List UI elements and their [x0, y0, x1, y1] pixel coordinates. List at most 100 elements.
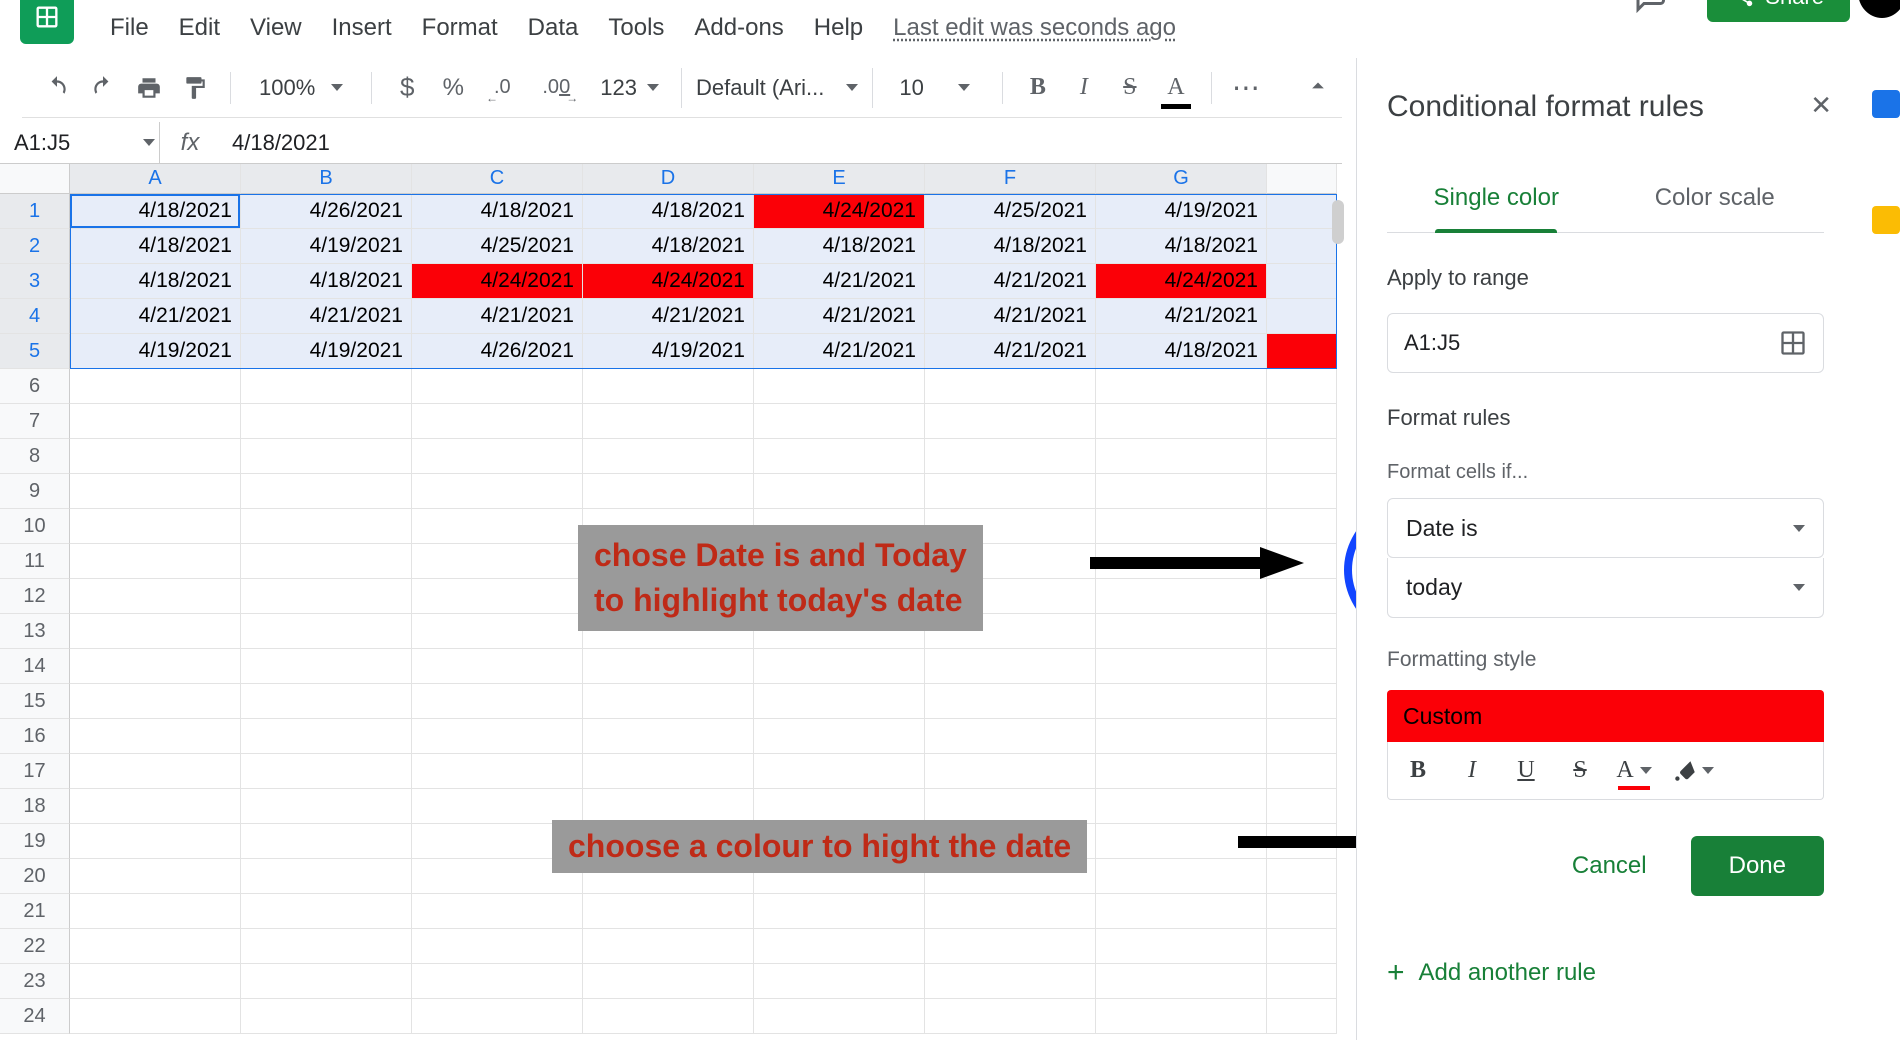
cancel-button[interactable]: Cancel [1552, 838, 1667, 894]
row-header[interactable]: 23 [0, 964, 70, 999]
row-header[interactable]: 17 [0, 754, 70, 789]
menu-addons[interactable]: Add-ons [694, 14, 783, 42]
cell[interactable] [1267, 999, 1337, 1034]
menu-format[interactable]: Format [422, 14, 498, 42]
cell[interactable]: 4/25/2021 [412, 229, 583, 264]
cell[interactable] [583, 649, 754, 684]
row-header[interactable]: 11 [0, 544, 70, 579]
cell[interactable] [70, 789, 241, 824]
col-header[interactable]: E [754, 164, 925, 194]
cell[interactable] [583, 754, 754, 789]
menu-tools[interactable]: Tools [608, 14, 664, 42]
addon-icon-keep[interactable] [1872, 206, 1900, 234]
col-header[interactable]: G [1096, 164, 1267, 194]
cell[interactable] [583, 369, 754, 404]
cell[interactable] [1096, 579, 1267, 614]
menu-help[interactable]: Help [814, 14, 863, 42]
style-strike[interactable]: S [1564, 755, 1596, 787]
cell[interactable] [241, 544, 412, 579]
cell[interactable] [754, 404, 925, 439]
cell[interactable]: 4/24/2021 [754, 194, 925, 229]
cell[interactable] [412, 929, 583, 964]
cell[interactable] [70, 859, 241, 894]
cell[interactable] [1267, 229, 1337, 264]
cell[interactable] [412, 789, 583, 824]
cell[interactable] [1267, 509, 1337, 544]
cell[interactable] [925, 719, 1096, 754]
select-all-corner[interactable] [0, 164, 70, 194]
cell[interactable]: 4/18/2021 [70, 229, 241, 264]
cell[interactable]: 4/18/2021 [70, 194, 241, 229]
cell[interactable]: 4/19/2021 [241, 229, 412, 264]
cell[interactable] [70, 579, 241, 614]
cell[interactable] [583, 964, 754, 999]
col-header[interactable]: C [412, 164, 583, 194]
last-edit-link[interactable]: Last edit was seconds ago [893, 14, 1176, 42]
cell[interactable] [754, 474, 925, 509]
cell[interactable] [241, 929, 412, 964]
cell[interactable] [1267, 789, 1337, 824]
cell[interactable] [1096, 474, 1267, 509]
row-header[interactable]: 14 [0, 649, 70, 684]
cell[interactable] [583, 929, 754, 964]
row-header[interactable]: 12 [0, 579, 70, 614]
cell[interactable] [1267, 964, 1337, 999]
addon-icon-calendar[interactable] [1872, 90, 1900, 118]
cell[interactable] [1096, 649, 1267, 684]
cell[interactable]: 4/21/2021 [241, 299, 412, 334]
cell[interactable] [925, 649, 1096, 684]
cell[interactable] [925, 964, 1096, 999]
done-button[interactable]: Done [1691, 836, 1824, 896]
style-fill-color[interactable] [1672, 758, 1714, 784]
tab-single-color[interactable]: Single color [1387, 164, 1606, 232]
cell[interactable] [1267, 369, 1337, 404]
menu-view[interactable]: View [250, 14, 302, 42]
cell[interactable]: 4/21/2021 [583, 299, 754, 334]
cell[interactable] [754, 964, 925, 999]
cell[interactable] [70, 824, 241, 859]
cell[interactable] [70, 999, 241, 1034]
style-text-color[interactable]: A [1618, 755, 1650, 787]
cell[interactable] [70, 614, 241, 649]
cell[interactable]: 4/18/2021 [583, 229, 754, 264]
cell[interactable] [241, 614, 412, 649]
cell[interactable] [1267, 474, 1337, 509]
cell[interactable] [1267, 334, 1337, 369]
cell[interactable] [70, 754, 241, 789]
cell[interactable] [70, 369, 241, 404]
cell[interactable] [241, 509, 412, 544]
cell[interactable] [583, 719, 754, 754]
cell[interactable]: 4/18/2021 [754, 229, 925, 264]
row-header[interactable]: 5 [0, 334, 70, 369]
cell[interactable]: 4/24/2021 [1096, 264, 1267, 299]
cell[interactable] [754, 789, 925, 824]
row-header[interactable]: 1 [0, 194, 70, 229]
col-header[interactable]: F [925, 164, 1096, 194]
cell[interactable] [1096, 754, 1267, 789]
cell[interactable] [412, 719, 583, 754]
cell[interactable]: 4/26/2021 [241, 194, 412, 229]
italic-button[interactable]: I [1067, 71, 1101, 105]
col-header[interactable] [1267, 164, 1337, 194]
cell[interactable]: 4/21/2021 [412, 299, 583, 334]
cell[interactable] [70, 964, 241, 999]
cell[interactable] [1267, 719, 1337, 754]
cell[interactable] [70, 509, 241, 544]
cell[interactable]: 4/18/2021 [1096, 334, 1267, 369]
cell[interactable] [583, 439, 754, 474]
tab-color-scale[interactable]: Color scale [1606, 164, 1825, 232]
cell[interactable] [754, 684, 925, 719]
cell[interactable]: 4/21/2021 [1096, 299, 1267, 334]
cell[interactable] [754, 894, 925, 929]
row-header[interactable]: 8 [0, 439, 70, 474]
cell[interactable] [412, 544, 583, 579]
cell[interactable] [1096, 929, 1267, 964]
cell[interactable] [1267, 439, 1337, 474]
cell[interactable] [1096, 894, 1267, 929]
row-header[interactable]: 16 [0, 719, 70, 754]
increase-decimal[interactable]: .00→ [534, 71, 578, 105]
cell[interactable] [925, 754, 1096, 789]
cell[interactable] [1267, 264, 1337, 299]
cell[interactable] [241, 369, 412, 404]
cell[interactable] [583, 894, 754, 929]
